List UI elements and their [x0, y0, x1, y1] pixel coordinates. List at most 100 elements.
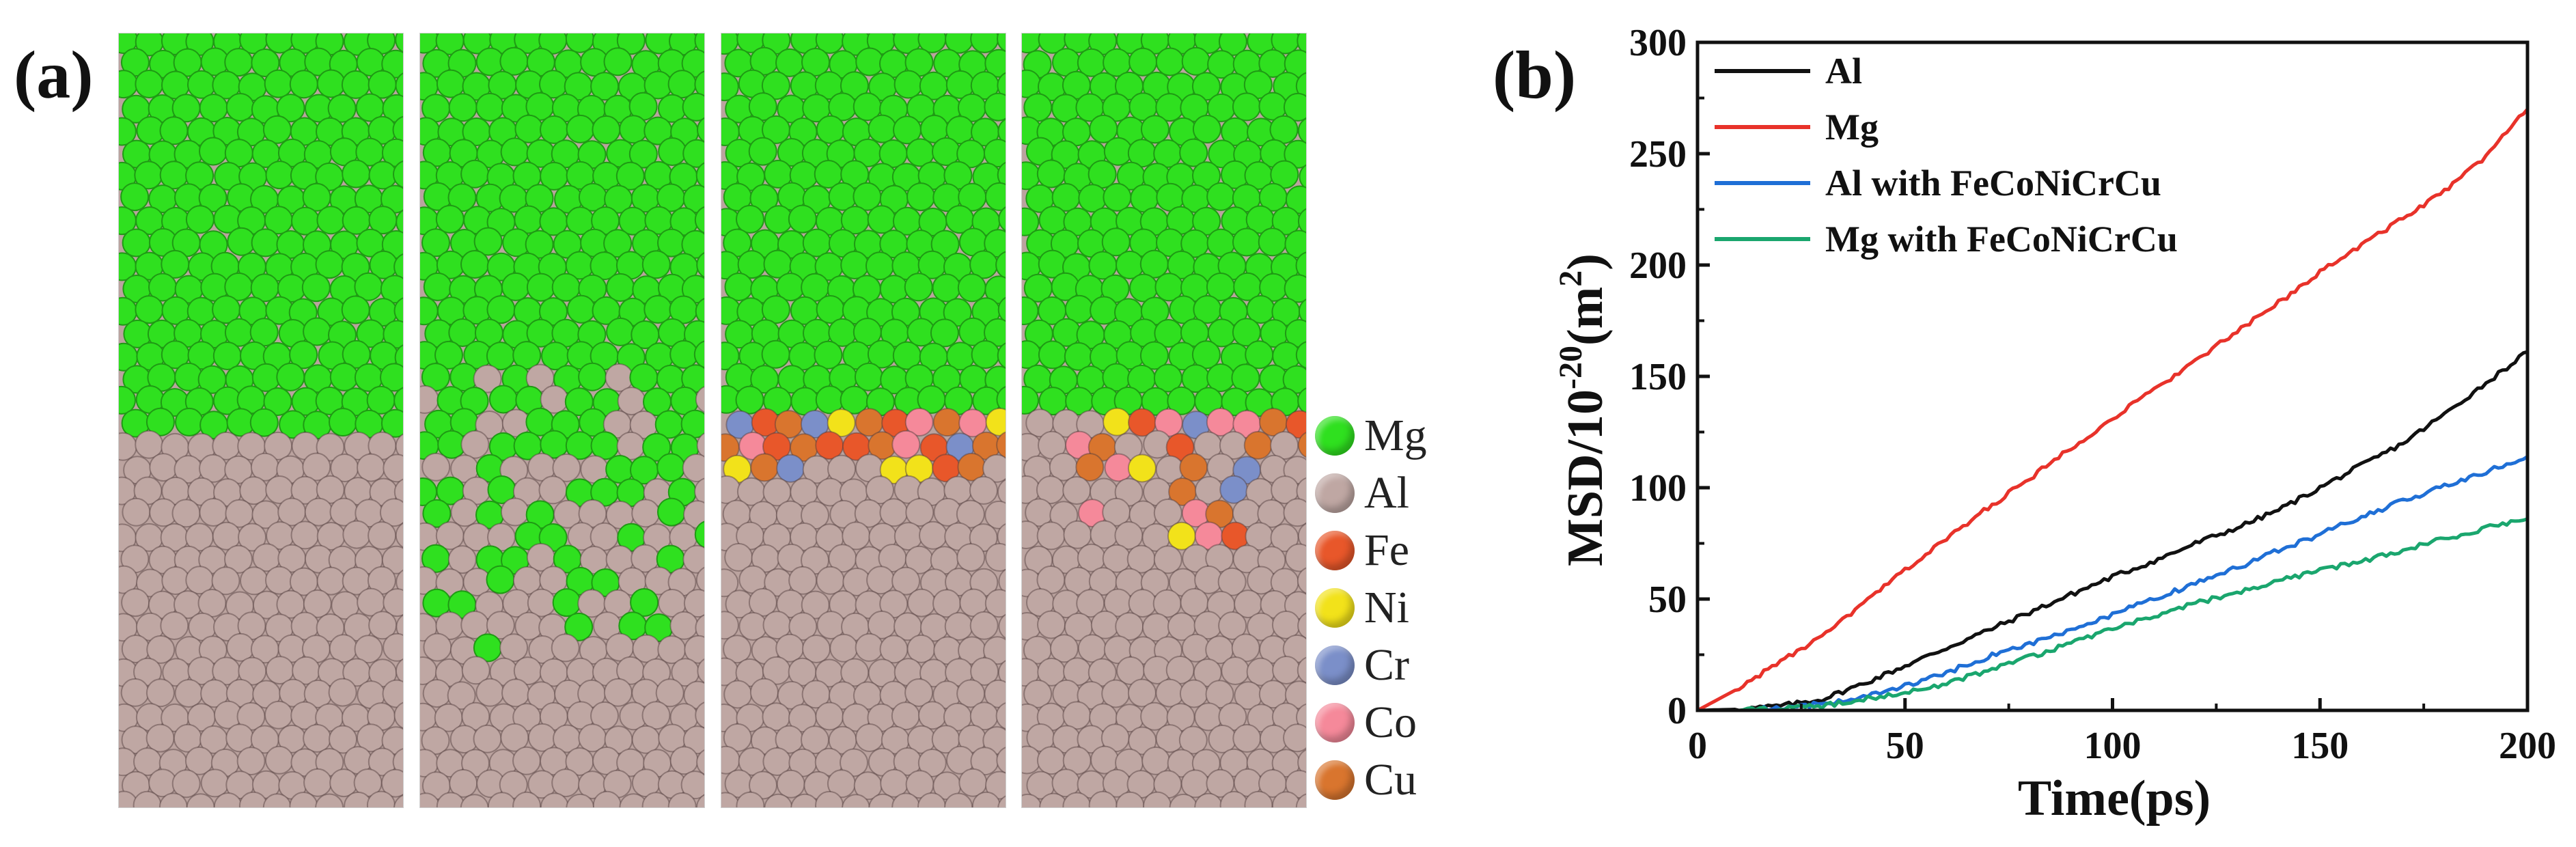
atom-mg [185, 205, 214, 234]
atom-al [264, 745, 294, 775]
atom-al [802, 635, 831, 663]
atom-al [461, 749, 490, 778]
atom-mg [120, 182, 150, 212]
atom-mg [1297, 208, 1306, 234]
atom-al [303, 768, 333, 797]
atom-mg [475, 92, 505, 122]
atom-al [354, 635, 383, 664]
atom-al [197, 589, 227, 617]
atom-mg [342, 159, 371, 189]
atom-mg [119, 385, 136, 415]
atom-cu [1179, 453, 1208, 482]
atom-mg [721, 342, 740, 371]
atom-al [460, 794, 489, 807]
atom-al [879, 589, 909, 619]
atom-al [684, 635, 704, 664]
atom-al [383, 588, 403, 617]
atom-mg [761, 339, 790, 369]
atom-al [435, 568, 465, 597]
atom-al [473, 364, 502, 393]
atom-al [696, 749, 704, 775]
atom-mg [695, 162, 704, 189]
atom-al [1128, 726, 1157, 755]
atom-al [473, 724, 502, 753]
atom-al [866, 566, 896, 595]
atom-al [551, 768, 581, 798]
atom-al [956, 499, 985, 529]
atom-mg [225, 93, 255, 122]
atom-al [238, 656, 267, 686]
atom-mg [341, 295, 370, 324]
atom-al [501, 678, 530, 708]
atom-mg [1022, 385, 1039, 415]
atom-mg [696, 252, 704, 278]
atom-al [1297, 612, 1306, 639]
atom-al [655, 678, 684, 708]
atom-mg [997, 161, 1006, 189]
atom-al [1062, 701, 1092, 730]
atom-al [423, 633, 452, 662]
atom-mg [1299, 164, 1306, 189]
atom-mg [1103, 182, 1132, 212]
atom-al [1153, 545, 1182, 574]
atom-al [829, 633, 859, 663]
atom-mg [227, 227, 256, 256]
legend-label-mg: Mg [1364, 411, 1427, 460]
atom-al [1221, 656, 1250, 685]
atom-al [1114, 521, 1144, 550]
atom-mg [289, 340, 318, 370]
atom-mg [906, 182, 935, 212]
atom-mg [316, 206, 346, 235]
atom-al [1270, 523, 1299, 553]
atom-mg [984, 182, 1006, 211]
ni-atom-icon [1315, 588, 1355, 628]
atom-mg [380, 363, 403, 392]
atom-al [983, 636, 1006, 665]
fe-atom-icon [1315, 531, 1355, 570]
atom-ni [1103, 407, 1132, 436]
atom-cu [932, 408, 962, 437]
atom-mg [984, 92, 1006, 122]
atom-al [383, 454, 403, 483]
atom-al [738, 612, 768, 641]
atom-al [1285, 770, 1306, 799]
atom-mg [1295, 341, 1306, 369]
atom-mg [262, 115, 292, 144]
y-axis-label-unit: (m [1557, 287, 1614, 346]
atom-mg [628, 139, 658, 169]
y-tick-label: 250 [1629, 133, 1687, 176]
plot-frame [1695, 40, 2530, 712]
atom-mg [263, 387, 292, 416]
panel-b-label: (b) [1493, 37, 1577, 113]
atom-al [146, 635, 176, 664]
atom-al [748, 587, 777, 617]
atom-al [695, 614, 704, 641]
atom-al [721, 568, 739, 598]
simulation-panel-1 [118, 33, 404, 808]
atom-al [1024, 545, 1053, 574]
y-axis-label-main: MSD/10 [1557, 389, 1614, 566]
atom-mg [1155, 47, 1185, 77]
legend-label-cr: Cr [1364, 640, 1409, 690]
atom-al [1283, 723, 1306, 753]
legend-item-fe: Fe [1315, 523, 1409, 578]
atom-mg [366, 385, 396, 415]
legend-label-1: Mg [1825, 107, 1879, 148]
atom-al [122, 497, 151, 527]
atom-al [146, 723, 175, 753]
atom-mg [658, 137, 687, 166]
atom-al [776, 769, 805, 799]
atom-mg [816, 115, 845, 144]
atom-al [486, 611, 515, 640]
atom-mg [1298, 298, 1306, 324]
legend-label-3: Mg with FeCoNiCrCu [1825, 219, 2178, 260]
atom-mg [249, 408, 279, 437]
atom-mg [421, 363, 450, 392]
y-tick-label: 300 [1629, 22, 1687, 64]
atom-mg [681, 230, 704, 259]
atom-mg [736, 204, 764, 234]
atom-mg [460, 159, 490, 189]
atom-mg [761, 295, 790, 324]
atom-al [368, 521, 397, 551]
atom-al [393, 478, 403, 505]
